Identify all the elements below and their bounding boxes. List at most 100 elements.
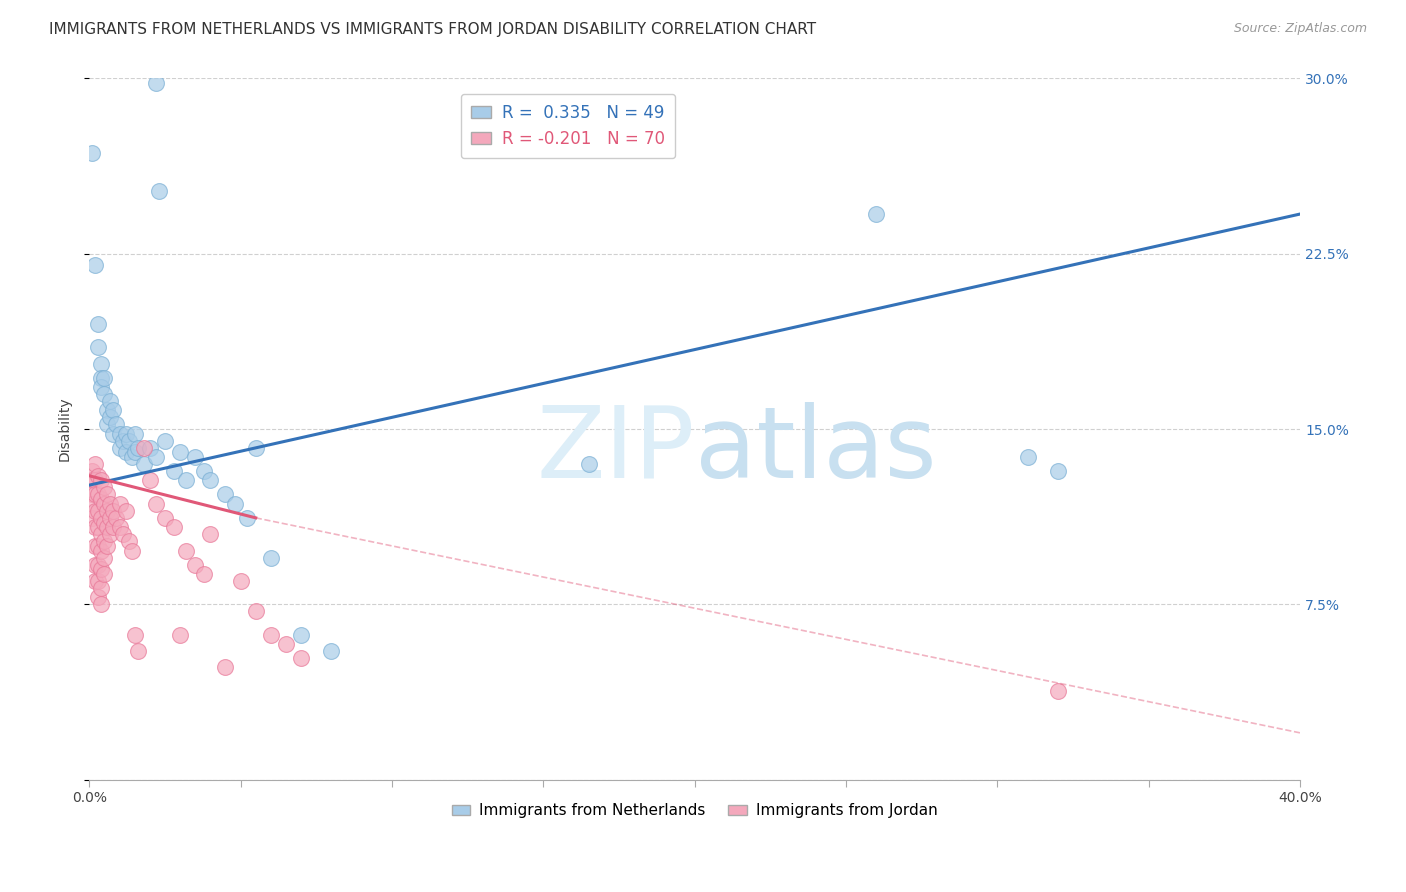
Point bbox=[111, 434, 134, 448]
Point bbox=[93, 534, 115, 549]
Point bbox=[90, 474, 112, 488]
Point bbox=[145, 76, 167, 90]
Point bbox=[90, 527, 112, 541]
Point bbox=[200, 527, 222, 541]
Point bbox=[84, 504, 107, 518]
Point bbox=[163, 520, 186, 534]
Point bbox=[103, 403, 125, 417]
Point bbox=[82, 464, 104, 478]
Point bbox=[132, 457, 155, 471]
Point bbox=[153, 434, 176, 448]
Point bbox=[111, 527, 134, 541]
Point bbox=[235, 511, 257, 525]
Point bbox=[245, 441, 267, 455]
Text: IMMIGRANTS FROM NETHERLANDS VS IMMIGRANTS FROM JORDAN DISABILITY CORRELATION CHA: IMMIGRANTS FROM NETHERLANDS VS IMMIGRANT… bbox=[49, 22, 817, 37]
Point bbox=[84, 520, 107, 534]
Point bbox=[1017, 450, 1039, 464]
Point bbox=[93, 516, 115, 530]
Point bbox=[93, 497, 115, 511]
Point bbox=[105, 417, 128, 432]
Point bbox=[174, 543, 197, 558]
Point bbox=[121, 450, 143, 464]
Point bbox=[87, 468, 110, 483]
Point bbox=[174, 474, 197, 488]
Point bbox=[87, 487, 110, 501]
Point bbox=[117, 434, 139, 448]
Point bbox=[124, 628, 146, 642]
Point bbox=[93, 480, 115, 494]
Point bbox=[93, 370, 115, 384]
Point bbox=[229, 574, 252, 588]
Point bbox=[100, 511, 122, 525]
Point bbox=[96, 417, 118, 432]
Text: atlas: atlas bbox=[695, 401, 936, 499]
Point bbox=[108, 441, 131, 455]
Point bbox=[108, 520, 131, 534]
Point bbox=[93, 550, 115, 565]
Point bbox=[90, 370, 112, 384]
Point bbox=[193, 464, 215, 478]
Point bbox=[139, 441, 162, 455]
Legend: Immigrants from Netherlands, Immigrants from Jordan: Immigrants from Netherlands, Immigrants … bbox=[446, 797, 943, 824]
Point bbox=[96, 487, 118, 501]
Point bbox=[245, 604, 267, 618]
Point bbox=[184, 450, 207, 464]
Point bbox=[121, 543, 143, 558]
Point bbox=[90, 543, 112, 558]
Point bbox=[84, 457, 107, 471]
Point bbox=[105, 511, 128, 525]
Point bbox=[103, 520, 125, 534]
Point bbox=[90, 492, 112, 507]
Point bbox=[139, 474, 162, 488]
Point bbox=[93, 387, 115, 401]
Point bbox=[114, 504, 136, 518]
Point bbox=[260, 628, 283, 642]
Point bbox=[90, 581, 112, 595]
Point bbox=[132, 441, 155, 455]
Point bbox=[82, 487, 104, 501]
Point bbox=[1046, 683, 1069, 698]
Point bbox=[290, 628, 312, 642]
Point bbox=[578, 457, 600, 471]
Point bbox=[87, 591, 110, 605]
Point bbox=[145, 450, 167, 464]
Point bbox=[148, 184, 170, 198]
Point bbox=[200, 474, 222, 488]
Point bbox=[87, 574, 110, 588]
Point bbox=[93, 566, 115, 581]
Point bbox=[84, 474, 107, 488]
Point bbox=[90, 562, 112, 576]
Point bbox=[169, 628, 191, 642]
Point bbox=[100, 394, 122, 409]
Point bbox=[865, 207, 887, 221]
Point bbox=[153, 511, 176, 525]
Point bbox=[260, 550, 283, 565]
Point bbox=[193, 566, 215, 581]
Point bbox=[127, 644, 149, 658]
Point bbox=[87, 504, 110, 518]
Point bbox=[90, 597, 112, 611]
Point bbox=[84, 487, 107, 501]
Point bbox=[224, 497, 246, 511]
Point bbox=[108, 426, 131, 441]
Y-axis label: Disability: Disability bbox=[58, 397, 72, 461]
Point bbox=[290, 651, 312, 665]
Point bbox=[84, 539, 107, 553]
Point bbox=[108, 497, 131, 511]
Point bbox=[84, 259, 107, 273]
Point bbox=[87, 340, 110, 354]
Point bbox=[96, 539, 118, 553]
Point bbox=[124, 445, 146, 459]
Point bbox=[103, 426, 125, 441]
Point bbox=[90, 357, 112, 371]
Point bbox=[1046, 464, 1069, 478]
Point bbox=[82, 474, 104, 488]
Point bbox=[127, 441, 149, 455]
Point bbox=[124, 426, 146, 441]
Point bbox=[145, 497, 167, 511]
Point bbox=[84, 574, 107, 588]
Point bbox=[100, 410, 122, 425]
Point bbox=[163, 464, 186, 478]
Point bbox=[87, 520, 110, 534]
Point bbox=[214, 660, 236, 674]
